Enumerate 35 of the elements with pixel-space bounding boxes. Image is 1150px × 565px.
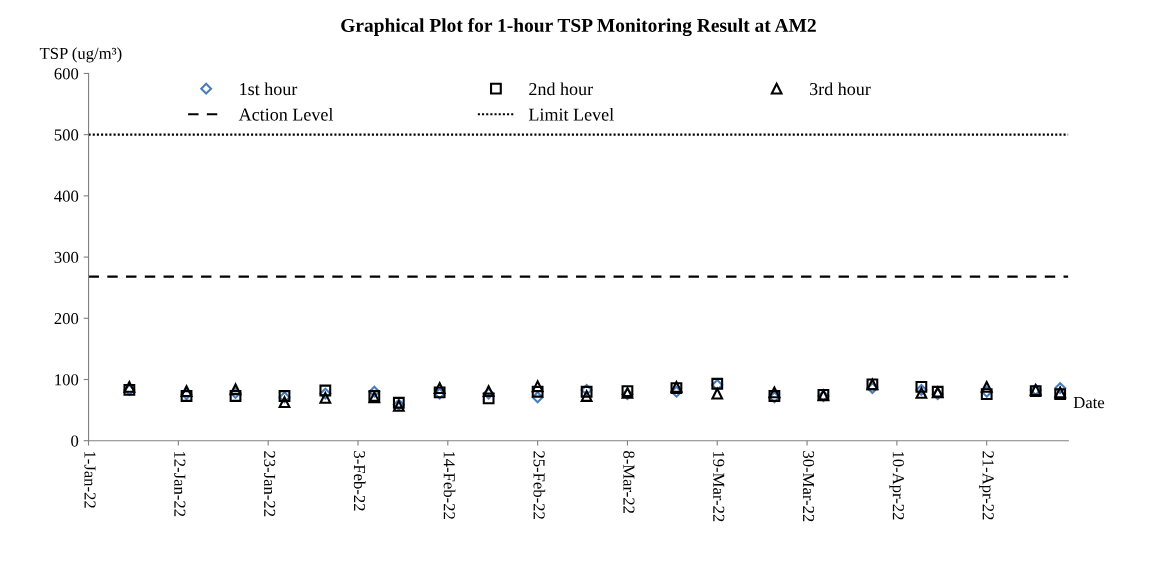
x-tick-label: 21-Apr-22 xyxy=(979,451,994,520)
legend-label: Action Level xyxy=(238,107,334,121)
chart-title: Graphical Plot for 1-hour TSP Monitoring Result at AM2 xyxy=(341,18,816,37)
point xyxy=(866,382,879,395)
point xyxy=(368,385,381,398)
x-tick-label: 23-Jan-22 xyxy=(264,451,276,517)
point xyxy=(1054,382,1067,395)
point xyxy=(915,387,928,399)
point xyxy=(433,382,446,394)
y-tick-label: 300 xyxy=(54,251,79,264)
x-tick-label: 30-Mar-22 xyxy=(802,451,815,522)
x-tick-label: 3-Feb-22 xyxy=(353,451,366,511)
legend-label: 3rd hour xyxy=(810,82,871,96)
x-tick-label: 10-Apr-22 xyxy=(889,451,904,520)
y-tick-label: 500 xyxy=(54,129,79,141)
y-axis-title: TSP (ug/m³) xyxy=(39,47,122,63)
y-tick-label: 100 xyxy=(55,374,79,386)
point xyxy=(319,391,332,404)
x-tick-label: 12-Jan-22 xyxy=(174,451,186,517)
y-tick-label: 0 xyxy=(71,435,79,447)
y-tick-label: 200 xyxy=(54,312,79,325)
legend-label: 1st hour xyxy=(240,82,298,96)
point xyxy=(278,396,291,409)
x-tick-label: 19-Mar-22 xyxy=(713,451,725,522)
point xyxy=(229,383,242,396)
y-tick-label: 400 xyxy=(54,190,79,202)
x-tick-label: 25-Feb-22 xyxy=(533,451,546,519)
y-tick-label: 600 xyxy=(54,68,79,80)
legend-label: 2nd hour xyxy=(529,82,593,96)
legend-label: Limit Level xyxy=(528,107,614,121)
point xyxy=(980,380,993,393)
x-tick-label: 1-Jan-22 xyxy=(84,451,96,508)
x-tick-label: 14-Feb-22 xyxy=(443,451,456,519)
x-tick-label: 8-Mar-22 xyxy=(623,451,635,514)
x-axis-title: Date xyxy=(1073,397,1105,409)
